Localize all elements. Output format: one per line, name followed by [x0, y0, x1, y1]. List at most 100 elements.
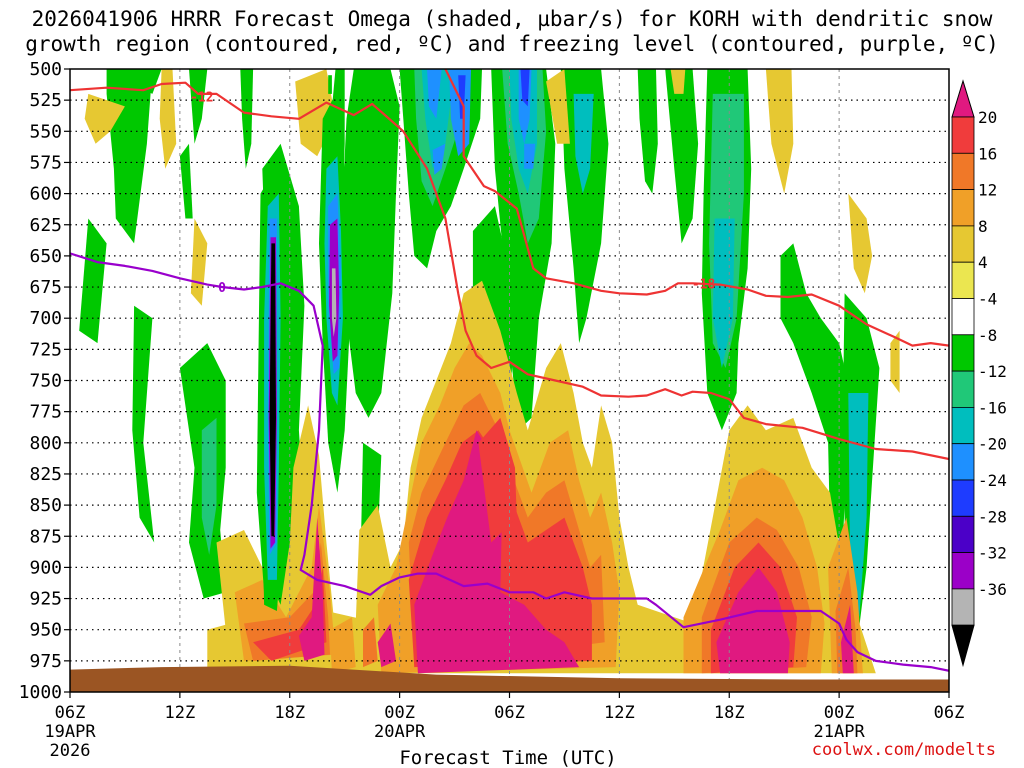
x-tick-date-7: 21APR: [814, 722, 866, 742]
colorbar-segment-7: [951, 334, 975, 372]
omega-region-0: [79, 218, 107, 344]
colorbar-bottom-arrow: [951, 624, 975, 668]
x-tick-label-4: 06Z: [494, 703, 525, 723]
omega-core-5: [269, 243, 276, 537]
colorbar-segment-13: [951, 552, 975, 590]
omega-shading: [79, 69, 900, 680]
y-tick-label-625: 625: [29, 215, 62, 236]
omega-region-39: [890, 330, 900, 393]
contour-label-0: -12: [190, 90, 213, 105]
chart-title-line-1: 2026041906 HRRR Forecast Omega (shaded, …: [31, 7, 993, 31]
colorbar-label-8: -16: [978, 398, 1007, 417]
colorbar-segment-6: [951, 298, 975, 336]
omega-region-64: [377, 623, 396, 668]
contour-line-2: [70, 252, 949, 672]
omega-core-10: [331, 268, 337, 337]
omega-region-30: [240, 69, 254, 169]
x-tick-label-8: 06Z: [934, 703, 965, 723]
colorbar-segment-8: [951, 370, 975, 408]
omega-region-35: [546, 69, 570, 144]
omega-region-50: [414, 430, 580, 674]
omega-region-27: [780, 243, 851, 543]
y-tick-label-975: 975: [29, 651, 62, 672]
y-tick-label-725: 725: [29, 339, 62, 360]
colorbar-segment-5: [951, 261, 975, 299]
omega-region-66: [330, 617, 356, 674]
y-tick-label-575: 575: [29, 152, 62, 173]
omega-region-4: [189, 69, 208, 144]
x-tick-year-0: 2026: [50, 741, 91, 761]
colorbar-segment-11: [951, 479, 975, 517]
y-tick-label-925: 925: [29, 589, 62, 610]
y-tick-label-600: 600: [29, 184, 62, 205]
colorbar-label-11: -28: [978, 507, 1007, 526]
x-tick-label-5: 12Z: [604, 703, 635, 723]
colorbar-segment-1: [951, 116, 975, 154]
colorbar-label-0: 20: [978, 108, 997, 127]
omega-region-31: [84, 93, 125, 144]
omega-region-14: [427, 69, 442, 119]
omega-region-54: [716, 567, 790, 674]
colorbar-segment-2: [951, 152, 975, 191]
terrain-ground: [70, 665, 949, 692]
omega-region-58: [328, 75, 332, 94]
colorbar-segment-4: [951, 225, 975, 263]
contour-label-2: 0: [218, 281, 226, 296]
y-tick-label-850: 850: [29, 495, 62, 516]
x-tick-date-0: 19APR: [44, 722, 96, 742]
colorbar-label-4: 4: [978, 253, 988, 272]
y-tick-label-900: 900: [29, 557, 62, 578]
x-tick-date-3: 20APR: [374, 722, 426, 742]
colorbar-label-1: 16: [978, 144, 997, 163]
grid-lines: [70, 69, 949, 692]
colorbar-segment-3: [951, 189, 975, 227]
omega-region-60: [432, 143, 446, 175]
contour-line-0: [70, 81, 949, 461]
colorbar-label-13: -36: [978, 580, 1007, 599]
omega-region-20: [560, 69, 609, 344]
y-tick-label-950: 950: [29, 620, 62, 641]
omega-region-62: [520, 69, 530, 107]
omega-region-3: [132, 305, 155, 543]
y-tick-label-700: 700: [29, 308, 62, 329]
colorbar-label-5: -4: [978, 290, 997, 309]
omega-region-21: [573, 93, 594, 194]
y-tick-label-550: 550: [29, 121, 62, 142]
contour-line-1: [444, 69, 949, 347]
omega-region-23: [665, 69, 699, 244]
colorbar-segment-12: [951, 515, 975, 553]
colorbar-label-10: -24: [978, 471, 1007, 490]
colorbar-label-2: 12: [978, 181, 997, 200]
colorbar-top-arrow: [951, 79, 975, 118]
y-tick-label-525: 525: [29, 90, 62, 111]
omega-region-9: [342, 69, 400, 418]
y-tick-label-675: 675: [29, 277, 62, 298]
colorbar: 20 16 12 8 4 -4 -8 -12 -16 -20 -24 -28 -32 -36: [951, 79, 1007, 668]
y-tick-label-1000: 1000: [19, 682, 62, 703]
contour-lines: -12 -18 0: [70, 69, 949, 672]
omega-region-29: [848, 393, 869, 618]
x-tick-label-1: 12Z: [165, 703, 196, 723]
omega-region-36: [670, 69, 686, 94]
x-tick-label-2: 18Z: [274, 703, 305, 723]
y-tick-label-825: 825: [29, 464, 62, 485]
colorbar-segment-14: [951, 588, 975, 626]
colorbar-label-7: -12: [978, 362, 1007, 381]
omega-region-38: [848, 193, 873, 294]
y-tick-label-500: 500: [29, 59, 62, 80]
omega-region-63: [363, 617, 378, 668]
chart-title-line-2: growth region (contoured, red, ºC) and f…: [25, 32, 999, 56]
y-tick-label-800: 800: [29, 433, 62, 454]
omega-region-59: [179, 143, 193, 219]
y-axis: 500 525 550 575 600 625 650 675 700 725 750 775 800 8…: [19, 59, 70, 703]
y-tick-label-650: 650: [29, 246, 62, 267]
omega-region-32: [159, 69, 177, 169]
y-tick-label-775: 775: [29, 402, 62, 423]
x-tick-label-7: 00Z: [824, 703, 855, 723]
omega-region-65: [478, 417, 517, 543]
x-tick-label-6: 18Z: [714, 703, 745, 723]
colorbar-label-6: -8: [978, 326, 997, 345]
x-tick-label-0: 06Z: [55, 703, 86, 723]
